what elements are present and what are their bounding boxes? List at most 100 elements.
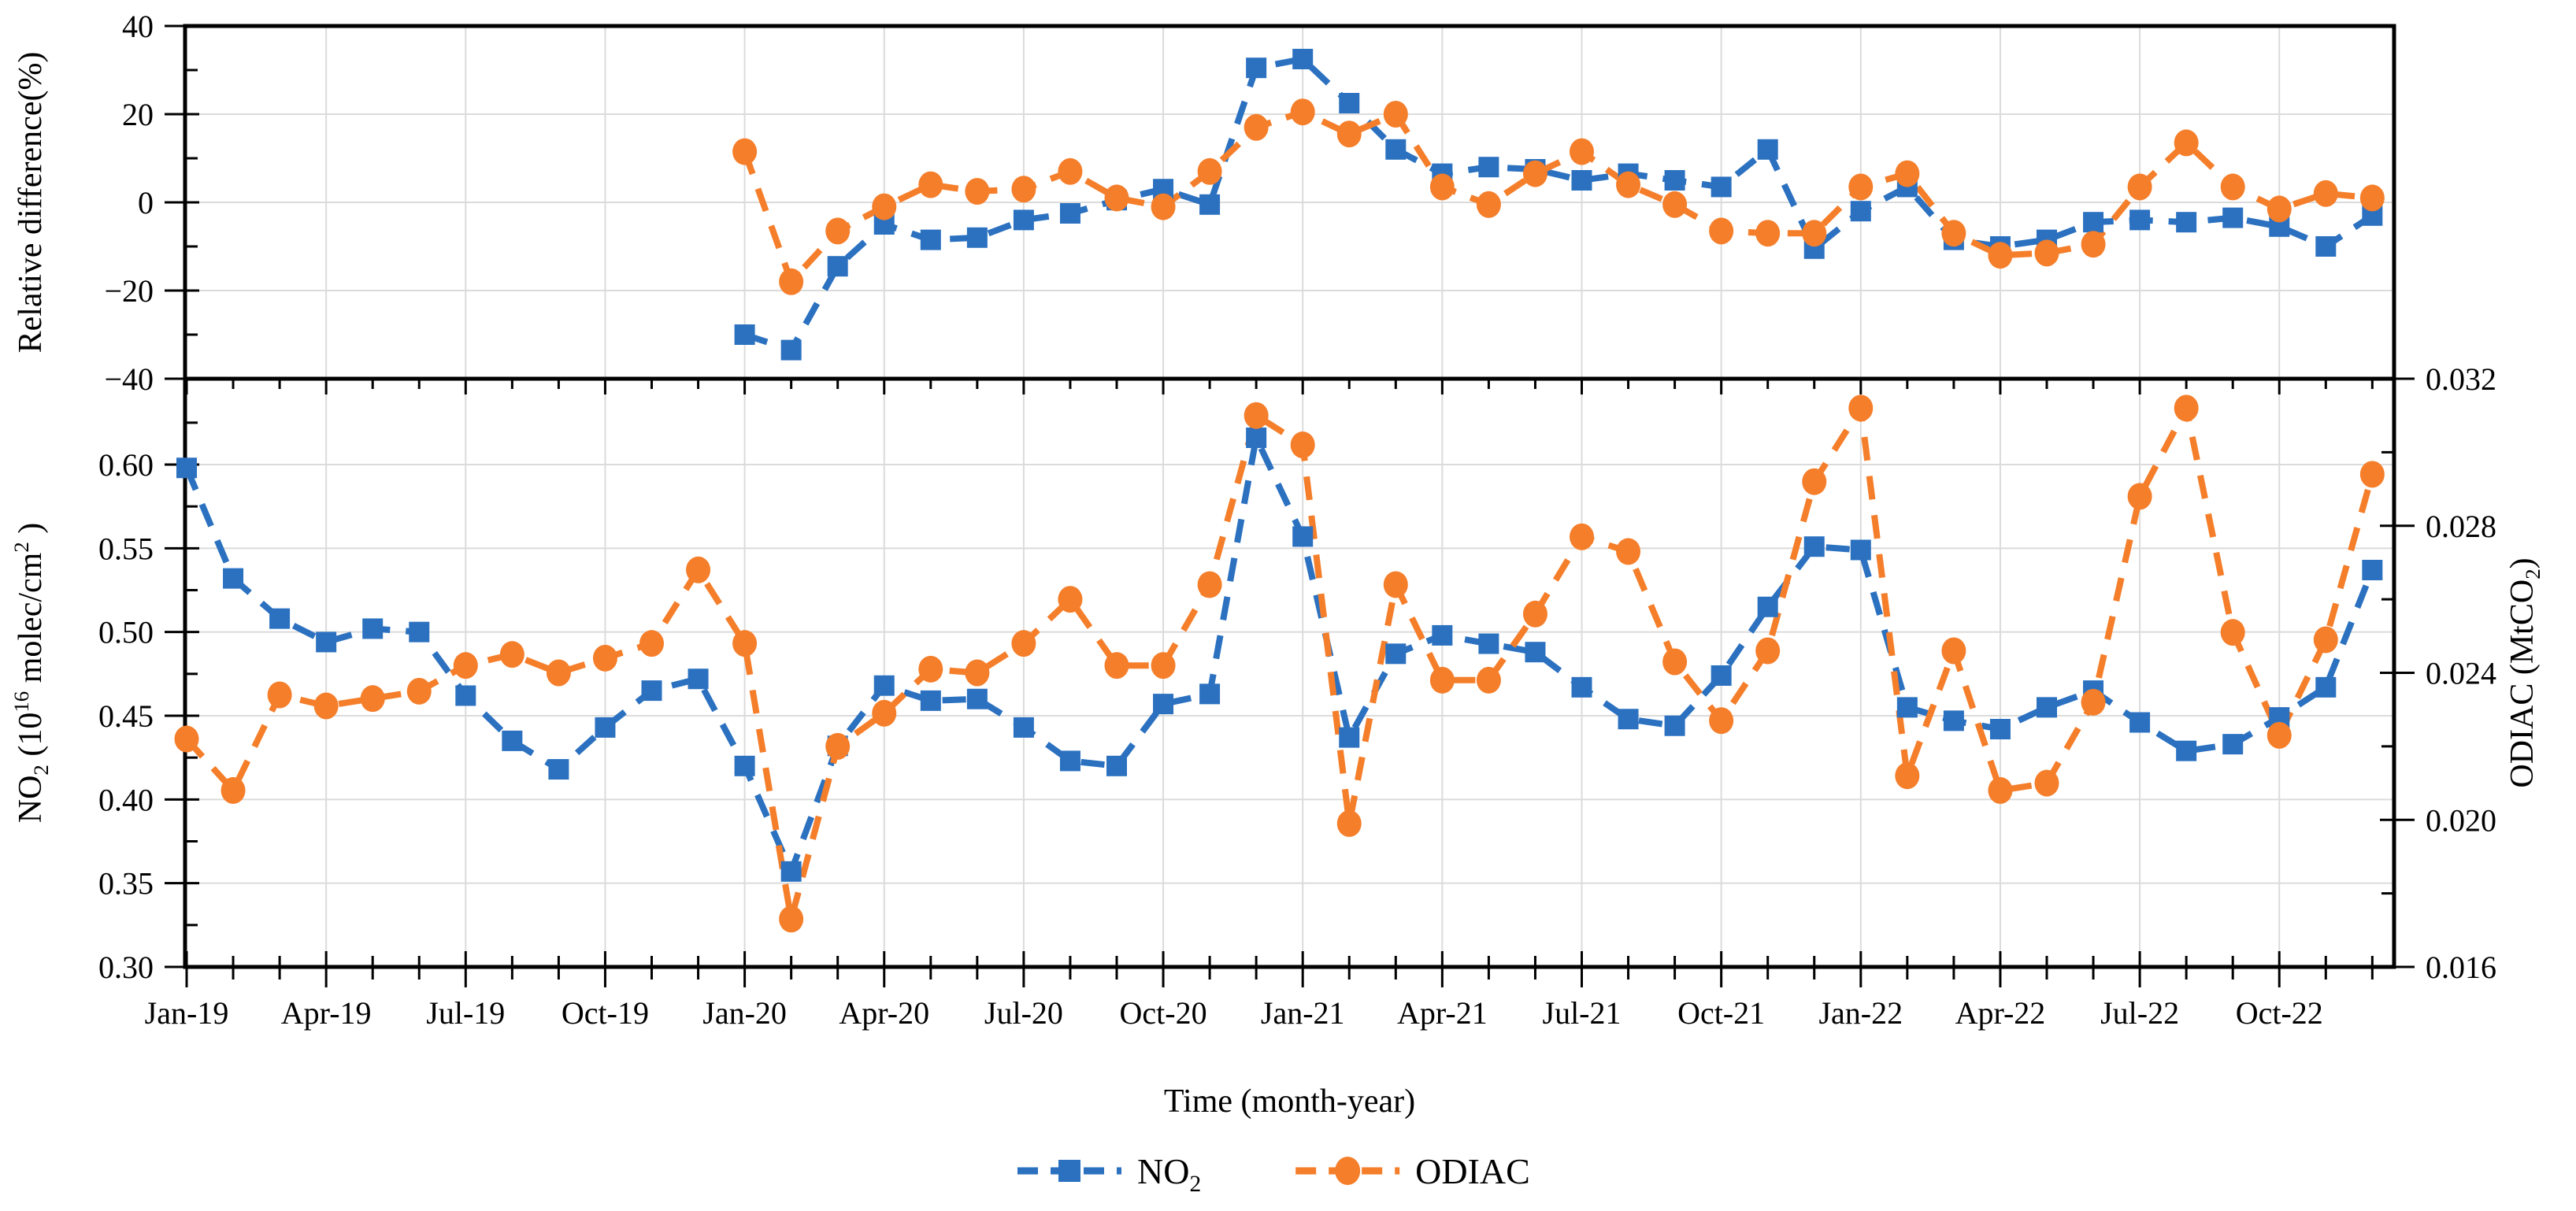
x-tick-label: Apr-20 xyxy=(839,995,929,1031)
circle-marker xyxy=(825,217,851,245)
circle-marker xyxy=(1570,523,1594,550)
circle-marker xyxy=(1104,652,1129,680)
circle-marker xyxy=(313,692,339,720)
circle-marker xyxy=(1476,666,1501,694)
circle-marker xyxy=(1616,171,1641,198)
circle-marker xyxy=(1662,191,1688,218)
square-marker xyxy=(1106,755,1127,776)
square-marker xyxy=(1478,633,1499,654)
square-marker xyxy=(1850,201,1871,222)
bottom-panel-border xyxy=(183,376,2396,969)
square-marker xyxy=(316,631,337,653)
circle-marker xyxy=(360,685,385,713)
square-marker xyxy=(1153,694,1174,715)
right-y-tick-label: 0.020 xyxy=(2426,802,2496,838)
x-tick-label: Oct-22 xyxy=(2236,995,2323,1031)
circle-marker xyxy=(174,725,199,753)
circle-marker xyxy=(1290,98,1315,126)
circle-marker xyxy=(779,905,804,933)
square-marker xyxy=(1059,750,1080,772)
x-axis-title: Time (month-year) xyxy=(1164,1083,1415,1120)
circle-marker xyxy=(221,776,246,804)
circle-marker xyxy=(1383,571,1408,598)
circle-marker xyxy=(1429,666,1455,694)
square-marker xyxy=(2037,697,2057,718)
bottom-y-tick-label: 0.55 xyxy=(98,531,154,566)
square-marker xyxy=(920,690,941,711)
circle-marker xyxy=(2127,173,2152,201)
x-tick-label: Jan-20 xyxy=(702,995,787,1031)
circle-marker xyxy=(2267,195,2292,223)
circle-marker xyxy=(1570,138,1594,165)
circle-marker xyxy=(1755,220,1781,247)
circle-marker xyxy=(2174,394,2199,422)
x-tick-label: Jul-22 xyxy=(2100,995,2179,1031)
circle-marker xyxy=(2359,184,2385,212)
circle-marker xyxy=(2034,239,2059,267)
square-marker xyxy=(1478,157,1499,178)
square-marker xyxy=(1571,170,1592,191)
top-y-tick-label: 0 xyxy=(138,185,154,220)
circle-marker xyxy=(872,699,897,727)
circle-marker xyxy=(732,630,758,657)
square-marker xyxy=(1989,719,2011,740)
square-marker xyxy=(1664,715,1685,736)
circle-marker xyxy=(1290,431,1315,459)
x-tick-label: Jan-22 xyxy=(1818,995,1903,1031)
square-marker xyxy=(1664,170,1685,191)
circle-marker xyxy=(1383,101,1408,128)
square-marker xyxy=(734,755,755,776)
circle-marker xyxy=(2267,721,2292,749)
circle-marker xyxy=(2220,173,2245,201)
circle-marker xyxy=(2313,626,2338,654)
circle-marker xyxy=(1848,173,1874,201)
circle-marker xyxy=(1662,648,1688,676)
square-marker xyxy=(455,685,476,706)
square-marker xyxy=(1339,727,1360,748)
circle-marker xyxy=(1244,113,1269,141)
circle-marker xyxy=(1941,220,1966,247)
x-tick-label: Apr-22 xyxy=(1955,995,2046,1031)
square-marker xyxy=(548,759,569,780)
legend-odiac-circle-marker xyxy=(1335,1157,1361,1185)
circle-marker xyxy=(1336,120,1362,148)
circle-marker xyxy=(639,630,664,657)
series-layer xyxy=(174,49,2385,933)
square-marker xyxy=(966,688,988,709)
circle-marker xyxy=(546,659,571,687)
square-marker xyxy=(1013,209,1034,231)
circle-marker xyxy=(2081,231,2106,258)
circle-marker xyxy=(1802,220,1827,247)
right-y-tick-label: 0.028 xyxy=(2426,509,2496,544)
circle-marker xyxy=(1941,637,1966,665)
square-marker xyxy=(2315,676,2337,698)
circle-marker xyxy=(1429,173,1455,201)
circle-marker xyxy=(1709,707,1734,735)
square-marker xyxy=(502,730,523,751)
square-marker xyxy=(1850,539,1871,561)
square-marker xyxy=(966,227,988,248)
circle-marker xyxy=(918,655,943,683)
square-marker xyxy=(1525,642,1546,663)
x-tick-label: Apr-21 xyxy=(1397,995,1488,1031)
square-marker xyxy=(1059,203,1080,224)
bottom-y-axis-title: NO2 (1016 molec/cm2 ) xyxy=(9,523,53,824)
x-tick-label: Oct-21 xyxy=(1677,995,1765,1031)
right-y-tick-label: 0.016 xyxy=(2426,950,2496,985)
square-marker xyxy=(780,339,802,361)
square-marker xyxy=(223,568,244,589)
square-marker xyxy=(827,256,848,277)
circle-marker xyxy=(1104,184,1129,212)
circle-marker xyxy=(2313,180,2338,207)
square-marker xyxy=(641,680,662,702)
circle-marker xyxy=(2220,619,2245,646)
circle-marker xyxy=(1011,630,1036,657)
square-marker xyxy=(1385,643,1407,665)
square-marker xyxy=(595,717,616,738)
square-marker xyxy=(734,324,755,345)
circle-marker xyxy=(1848,394,1874,422)
square-marker xyxy=(2176,212,2197,233)
right-y-tick-label: 0.032 xyxy=(2426,361,2496,397)
circle-marker xyxy=(1197,157,1222,185)
